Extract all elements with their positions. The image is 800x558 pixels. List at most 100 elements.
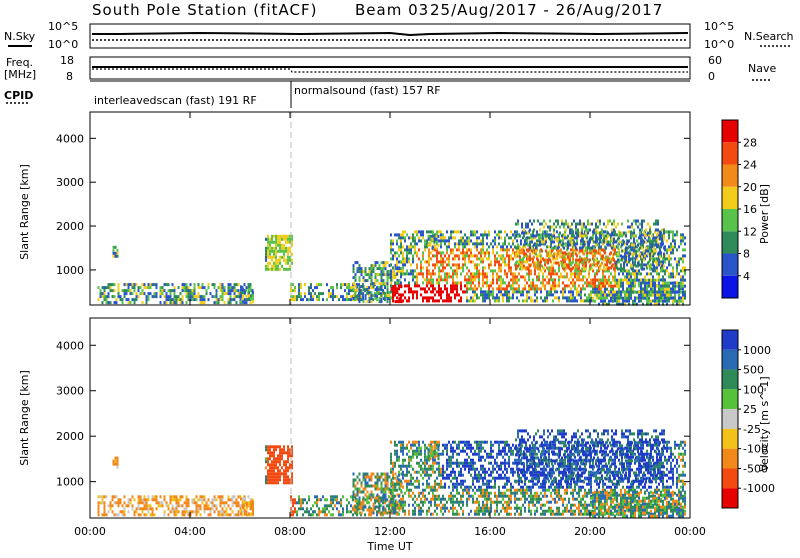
heatmap-cell [402, 233, 404, 236]
heatmap-cell [558, 296, 560, 299]
heatmap-cell [377, 500, 379, 503]
heatmap-cell [556, 296, 558, 299]
heatmap-cell [604, 297, 606, 300]
heatmap-cell [387, 294, 389, 297]
heatmap-cell [525, 268, 527, 271]
heatmap-cell [458, 245, 460, 248]
heatmap-cell [124, 495, 126, 498]
heatmap-cell [676, 272, 678, 275]
heatmap-cell [110, 301, 112, 304]
heatmap-cell [624, 278, 626, 281]
heatmap-cell [492, 296, 494, 299]
heatmap-cell [283, 250, 285, 253]
heatmap-cell [649, 256, 651, 259]
heatmap-cell [663, 265, 665, 268]
heatmap-cell [186, 501, 188, 504]
heatmap-cell [416, 293, 418, 296]
heatmap-cell [375, 294, 377, 297]
heatmap-cell [365, 482, 367, 485]
heatmap-cell [162, 501, 164, 504]
heatmap-cell [275, 253, 277, 256]
heatmap-cell [377, 273, 379, 276]
heatmap-cell [680, 233, 682, 236]
heatmap-cell [396, 489, 398, 492]
heatmap-cell [220, 501, 222, 504]
heatmap-cell [383, 297, 385, 300]
heatmap-cell [394, 287, 396, 290]
heatmap-cell [420, 272, 422, 275]
heatmap-cell [656, 293, 658, 296]
heatmap-cell [450, 459, 452, 462]
heatmap-cell [150, 513, 152, 516]
heatmap-cell [647, 250, 649, 253]
heatmap-cell [496, 293, 498, 296]
heatmap-cell [638, 291, 640, 294]
heatmap-cell [466, 248, 468, 251]
heatmap-cell [486, 281, 488, 284]
heatmap-cell [420, 507, 422, 510]
heatmap-cell [464, 263, 466, 266]
heatmap-cell [622, 288, 624, 291]
heatmap-cell [561, 223, 563, 226]
heatmap-cell [570, 248, 572, 251]
heatmap-cell [554, 272, 556, 275]
heatmap-cell [436, 441, 438, 444]
heatmap-cell [468, 257, 470, 260]
heatmap-cell [488, 284, 490, 287]
heatmap-cell [390, 248, 392, 251]
heatmap-cell [416, 462, 418, 465]
heatmap-cell [611, 265, 613, 268]
heatmap-cell [589, 259, 591, 262]
heatmap-cell [438, 474, 440, 477]
heatmap-cell [648, 293, 650, 296]
heatmap-cell [186, 301, 188, 304]
heatmap-cell [420, 453, 422, 456]
heatmap-cell [414, 251, 416, 254]
heatmap-cell [438, 251, 440, 254]
heatmap-cell [585, 241, 587, 244]
heatmap-cell [641, 244, 643, 247]
heatmap-cell [367, 291, 369, 294]
heatmap-cell [460, 284, 462, 287]
heatmap-cell [549, 259, 551, 262]
heatmap-cell [104, 295, 106, 298]
heatmap-cell [434, 287, 436, 290]
heatmap-cell [466, 254, 468, 257]
heatmap-cell [408, 456, 410, 459]
heatmap-cell [142, 507, 144, 510]
heatmap-cell [544, 278, 546, 281]
heatmap-cell [492, 275, 494, 278]
heatmap-cell [176, 295, 178, 298]
heatmap-cell [434, 510, 436, 513]
heatmap-cell [394, 495, 396, 498]
heatmap-cell [536, 299, 538, 302]
heatmap-cell [381, 473, 383, 476]
heatmap-cell [154, 498, 156, 501]
heatmap-cell [142, 289, 144, 292]
heatmap-cell [633, 220, 635, 223]
heatmap-cell [424, 248, 426, 251]
heatmap-cell [500, 278, 502, 281]
heatmap-cell [174, 289, 176, 292]
heatmap-cell [277, 466, 279, 469]
heatmap-cell [659, 256, 661, 259]
heatmap-cell [236, 295, 238, 298]
heatmap-cell [504, 290, 506, 293]
heatmap-cell [176, 298, 178, 301]
heatmap-cell [269, 250, 271, 253]
heatmap-cell [273, 256, 275, 259]
heatmap-cell [357, 288, 359, 291]
heatmap-cell [628, 272, 630, 275]
heatmap-cell [603, 268, 605, 271]
heatmap-cell [500, 269, 502, 272]
heatmap-cell [470, 284, 472, 287]
heatmap-cell [404, 501, 406, 504]
heatmap-cell [582, 287, 584, 290]
heatmap-cell [412, 504, 414, 507]
heatmap-cell [442, 236, 444, 239]
heatmap-cell [640, 291, 642, 294]
heatmap-cell [100, 292, 102, 295]
heatmap-cell [574, 296, 576, 299]
heatmap-cell [116, 501, 118, 504]
